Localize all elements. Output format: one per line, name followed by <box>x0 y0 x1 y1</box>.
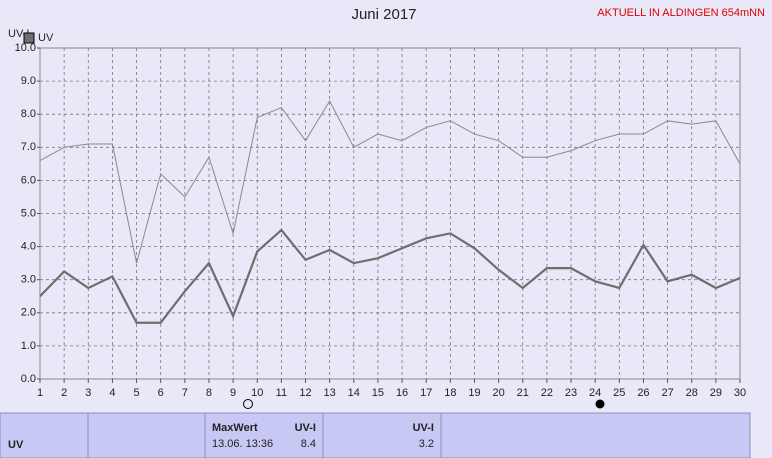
x-tick-label: 14 <box>348 387 360 399</box>
y-tick-label: 1.0 <box>21 340 36 352</box>
x-tick-label: 23 <box>565 387 577 399</box>
y-tick-label: 7.0 <box>21 141 36 153</box>
moon-new <box>595 399 605 409</box>
x-tick-label: 29 <box>710 387 722 399</box>
x-tick-label: 26 <box>637 387 649 399</box>
y-tick-label: 2.0 <box>21 307 36 319</box>
x-tick-label: 1 <box>37 387 43 399</box>
series-line <box>39 228 741 324</box>
subtitle: AKTUELL IN ALDINGEN 654mNN <box>597 7 765 19</box>
max-time: 13.06. 13:36 <box>212 438 273 450</box>
current-unit: UV-I <box>413 422 434 434</box>
y-tick-label: 4.0 <box>21 241 36 253</box>
y-tick-label: 6.0 <box>21 174 36 186</box>
x-tick-label: 13 <box>324 387 336 399</box>
max-value: 8.4 <box>301 438 316 450</box>
x-tick-label: 28 <box>686 387 698 399</box>
max-unit: UV-I <box>295 422 316 434</box>
x-tick-label: 16 <box>396 387 408 399</box>
x-tick-label: 15 <box>372 387 384 399</box>
x-tick-label: 6 <box>158 387 164 399</box>
table-bg <box>0 412 751 458</box>
x-tick-label: 9 <box>230 387 236 399</box>
moon-full <box>243 399 253 409</box>
max-header: MaxWert <box>212 422 258 434</box>
y-tick-label: 3.0 <box>21 274 36 286</box>
y-tick-label: 10.0 <box>15 42 36 54</box>
y-tick-label: 8.0 <box>21 108 36 120</box>
summary-table: UV MaxWert 13.06. 13:36 UV-I 8.4 UV-I 3.… <box>0 412 751 458</box>
x-tick-label: 20 <box>492 387 504 399</box>
y-tick-label: 9.0 <box>21 75 36 87</box>
x-tick-label: 10 <box>251 387 263 399</box>
legend-label: UV <box>38 32 54 44</box>
x-tick-label: 22 <box>541 387 553 399</box>
chart-title: Juni 2017 <box>351 6 416 23</box>
x-tick-label: 24 <box>589 387 601 399</box>
x-tick-label: 7 <box>182 387 188 399</box>
y-tick-label: 0.0 <box>21 373 36 385</box>
current-value: 3.2 <box>419 438 434 450</box>
series-line <box>39 99 741 264</box>
x-tick-label: 8 <box>206 387 212 399</box>
x-tick-label: 19 <box>468 387 480 399</box>
x-tick-label: 27 <box>661 387 673 399</box>
legend-swatch <box>23 32 35 44</box>
x-tick-label: 11 <box>276 387 287 399</box>
x-tick-label: 12 <box>299 387 311 399</box>
x-tick-label: 25 <box>613 387 625 399</box>
x-tick-label: 30 <box>734 387 746 399</box>
row-label: UV <box>8 439 24 451</box>
y-tick-label: 5.0 <box>21 207 36 219</box>
x-tick-label: 18 <box>444 387 456 399</box>
x-tick-label: 2 <box>61 387 67 399</box>
x-tick-label: 4 <box>109 387 115 399</box>
x-tick-label: 17 <box>420 387 432 399</box>
x-tick-label: 3 <box>85 387 91 399</box>
x-tick-label: 21 <box>517 387 529 399</box>
x-tick-label: 5 <box>133 387 139 399</box>
